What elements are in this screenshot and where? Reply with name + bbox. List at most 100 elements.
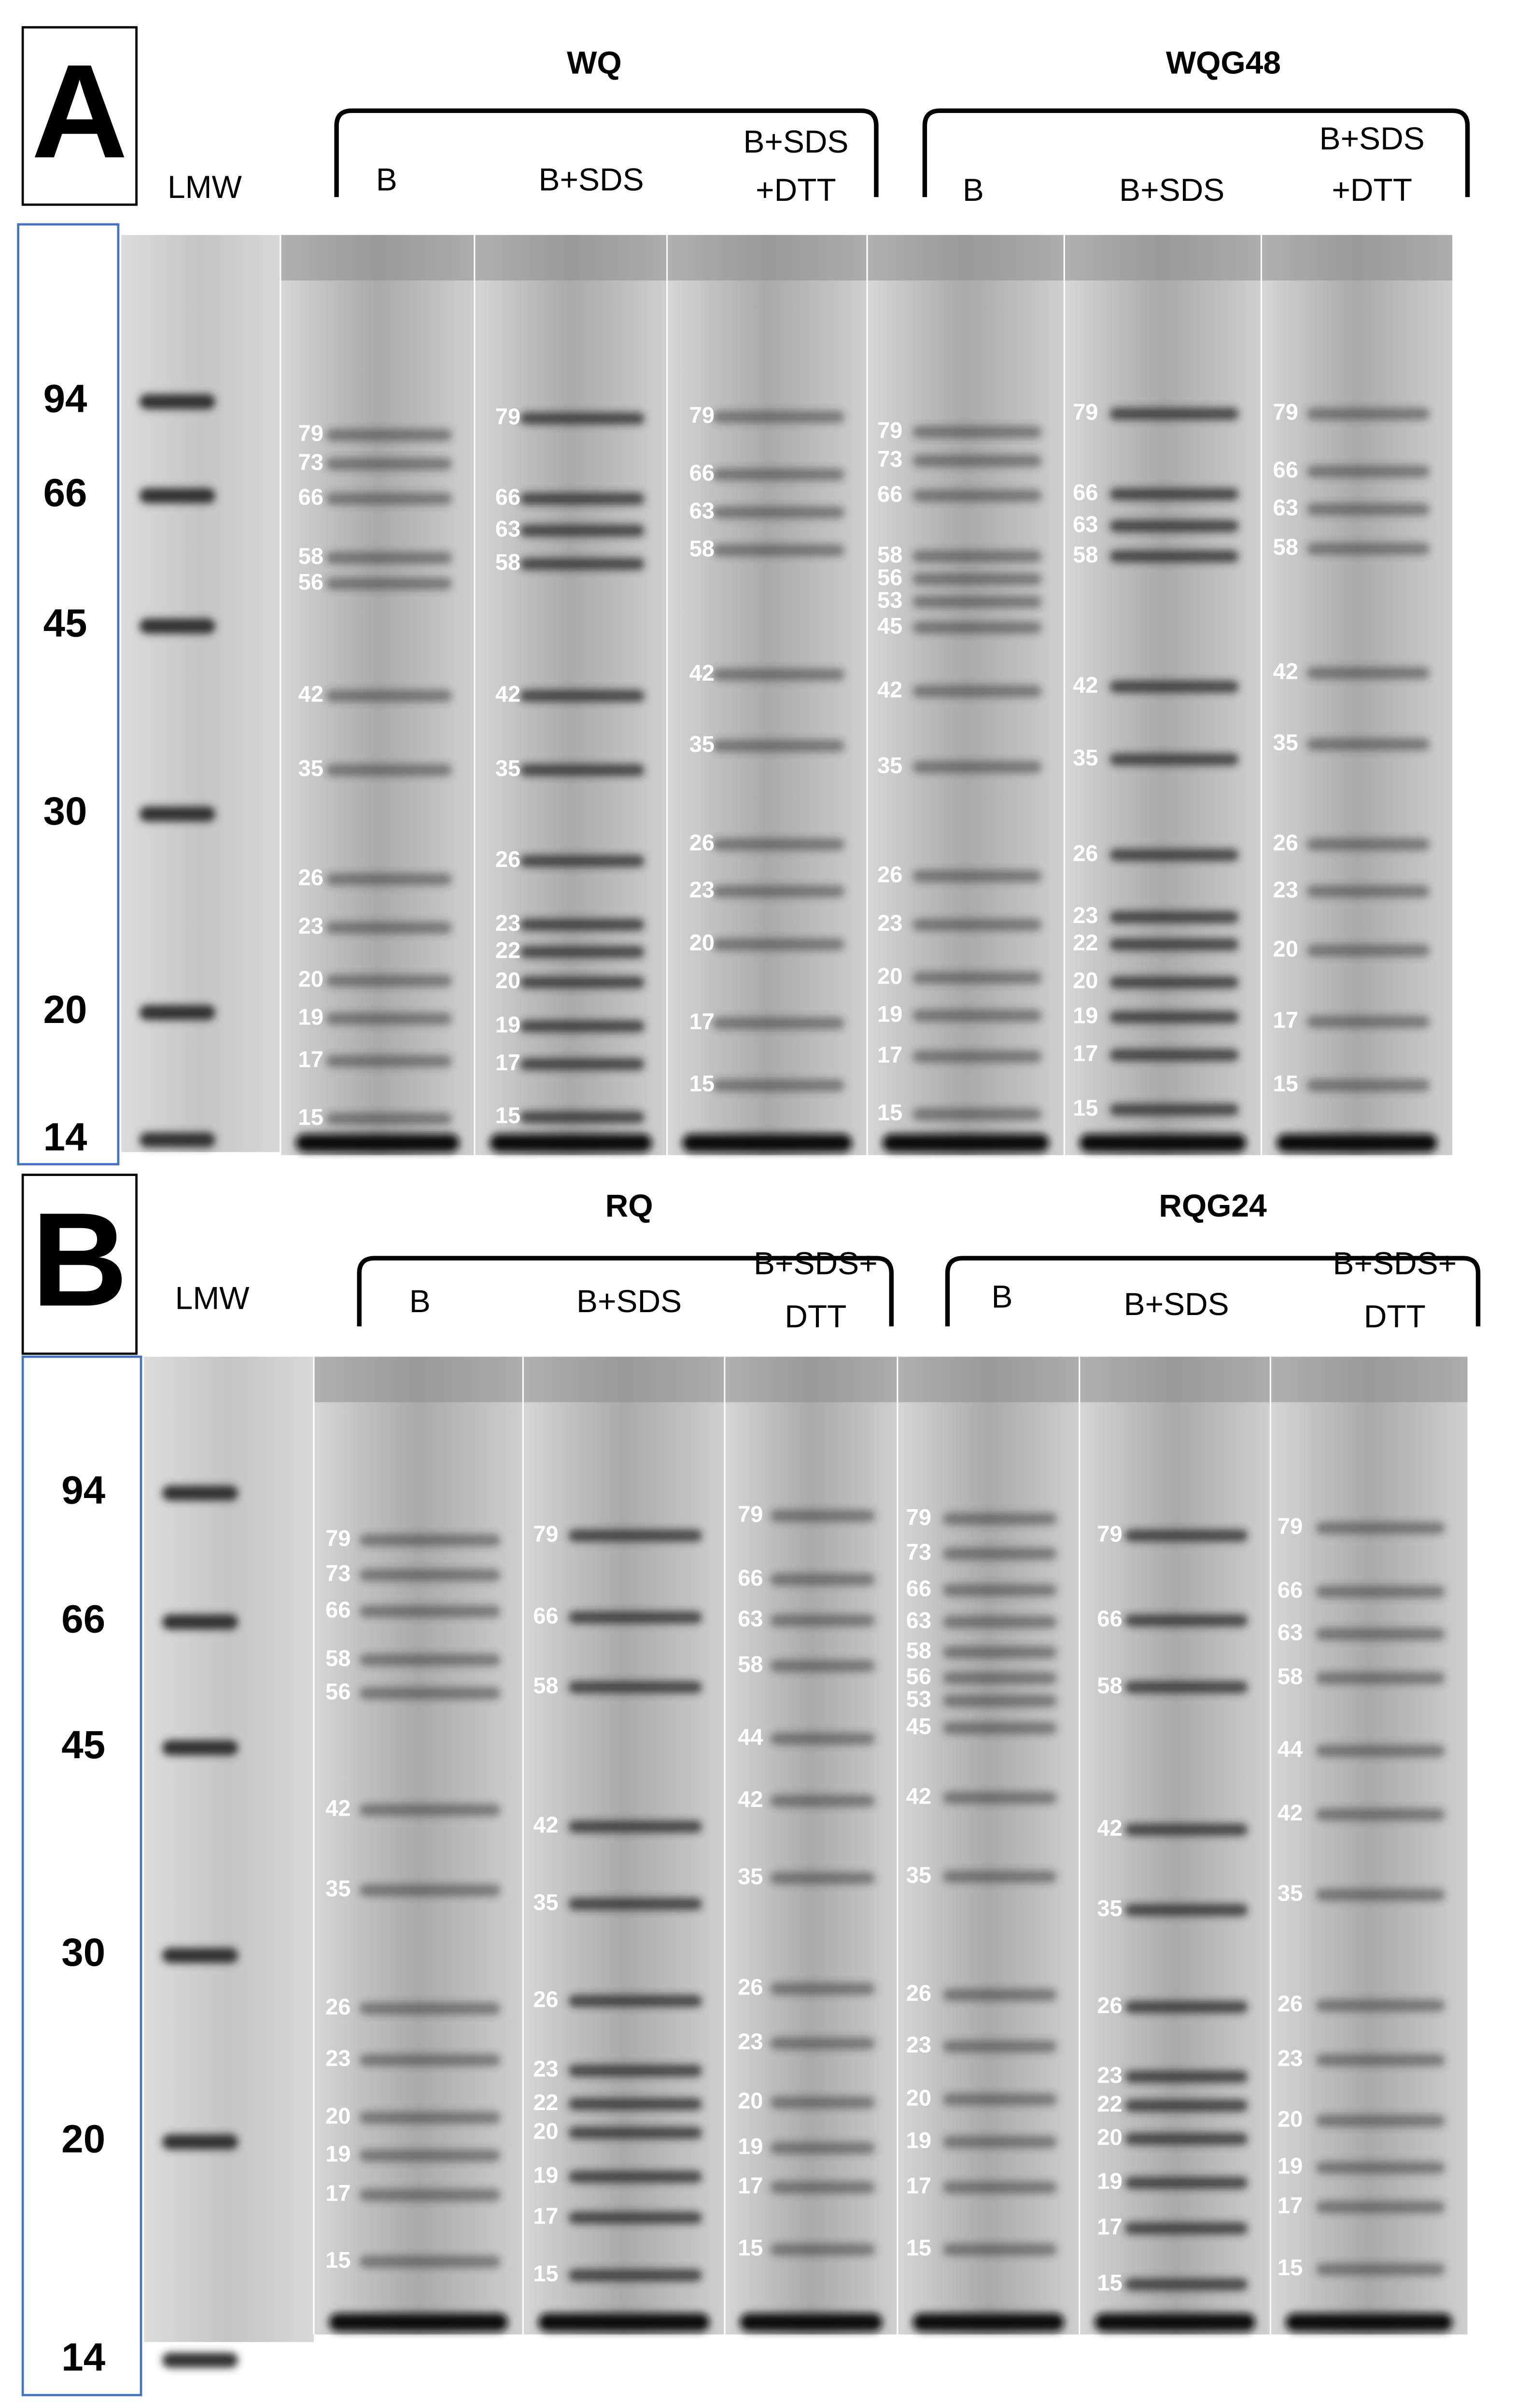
gel-band [943, 1870, 1057, 1883]
band-label: 44 [1277, 1736, 1303, 1762]
gel-well [1270, 1357, 1468, 1402]
ladder-band [162, 1740, 238, 1756]
gel-band [1316, 1522, 1445, 1534]
band-label: 20 [689, 930, 715, 955]
gel-band [1306, 1015, 1430, 1028]
gel-well [1079, 1357, 1271, 1402]
band-label: 19 [1073, 1002, 1098, 1028]
band-label: 26 [906, 1980, 931, 2006]
band-label: 19 [906, 2127, 931, 2153]
ladder-value: 45 [43, 601, 87, 645]
gel-band [1109, 680, 1239, 693]
gel-band [943, 1722, 1057, 1735]
ladder-value: 66 [61, 1597, 105, 1641]
band-label: 15 [495, 1103, 520, 1128]
gel-band [568, 1898, 702, 1910]
gel-band [712, 506, 844, 518]
ladder-band [162, 2352, 238, 2368]
gel-band [1124, 1529, 1248, 1542]
letter-box [21, 26, 138, 206]
band-label: 35 [738, 1863, 763, 1889]
lane-label: B [376, 161, 397, 197]
band-label: 73 [298, 449, 323, 475]
band-label: 17 [1097, 2213, 1122, 2239]
gel-well [474, 235, 667, 280]
gel-lane [1261, 235, 1453, 1155]
band-label: 66 [1073, 479, 1098, 505]
gel-front [1079, 1134, 1247, 1152]
gel-band [912, 1009, 1042, 1022]
band-label: 53 [877, 587, 902, 613]
gel-band [943, 1694, 1057, 1707]
band-label: 15 [877, 1099, 902, 1125]
ladder-band [139, 806, 215, 822]
band-label: 23 [1073, 902, 1098, 928]
band-label: 20 [738, 2088, 763, 2114]
band-label: 66 [533, 1603, 558, 1628]
gel-band [1316, 1628, 1445, 1640]
gel-band [712, 938, 844, 951]
lane-label: +DTT [756, 172, 836, 208]
gel-band [520, 1020, 645, 1033]
band-label: 63 [689, 498, 715, 523]
gel-band [568, 1529, 702, 1542]
gel-band [770, 2243, 875, 2256]
gel-band [912, 1050, 1042, 1063]
band-label: 53 [906, 1686, 931, 1712]
ladder-box [17, 223, 120, 1165]
ladder-band [162, 1485, 238, 1501]
gel-band [770, 1510, 875, 1522]
band-label: 63 [906, 1607, 931, 1633]
gel-band [1306, 838, 1430, 851]
gel-band [359, 2255, 501, 2268]
gel-band [912, 971, 1042, 984]
band-label: 79 [1273, 399, 1298, 425]
gel-band [1306, 944, 1430, 957]
gel-band [1124, 2278, 1248, 2291]
band-label: 66 [1097, 1606, 1122, 1631]
band-label: 26 [1073, 840, 1098, 866]
band-label: 35 [1273, 729, 1298, 755]
gel-band [1316, 1889, 1445, 1901]
lane-label: B+SDS [1119, 172, 1224, 208]
gel-lane [667, 235, 868, 1155]
band-label: 17 [906, 2173, 931, 2198]
gel-band [912, 455, 1042, 467]
band-label: 23 [877, 910, 902, 936]
gel-band [1109, 520, 1239, 532]
gel-band [943, 2136, 1057, 2148]
band-label: 35 [533, 1889, 558, 1915]
band-label: 58 [1073, 542, 1098, 567]
ladder-band [162, 1614, 238, 1630]
band-label: 23 [738, 2029, 763, 2054]
ladder-value: 94 [61, 1469, 105, 1512]
gel-band [568, 1611, 702, 1624]
gel-band [943, 1792, 1057, 1804]
gel-band [359, 1605, 501, 1618]
band-label: 66 [298, 484, 323, 510]
gel-band [520, 492, 645, 505]
band-label: 22 [1097, 2091, 1122, 2116]
gel-band [1109, 976, 1239, 989]
band-label: 42 [325, 1795, 351, 1821]
panel: B LMW946645302014RQB797366585642352623201… [21, 1174, 1481, 2396]
gel-band [520, 689, 645, 702]
band-label: 58 [689, 535, 715, 561]
band-label: 42 [738, 1786, 763, 1812]
band-label: 23 [495, 910, 520, 936]
band-label: 63 [1277, 1619, 1303, 1645]
band-label: 15 [298, 1104, 323, 1130]
gel-band [520, 764, 645, 776]
band-label: 35 [495, 756, 520, 781]
gel-band [1306, 885, 1430, 897]
ladder-label: LMW [168, 169, 242, 205]
lane-label: B+SDS [1124, 1286, 1229, 1322]
band-label: 15 [1073, 1095, 1098, 1120]
band-label: 23 [533, 2056, 558, 2082]
gel-band [770, 1983, 875, 1995]
band-label: 23 [298, 913, 323, 938]
band-label: 79 [1277, 1513, 1303, 1539]
band-label: 35 [689, 731, 715, 756]
gel-band [1306, 738, 1430, 751]
band-label: 23 [325, 2045, 351, 2071]
